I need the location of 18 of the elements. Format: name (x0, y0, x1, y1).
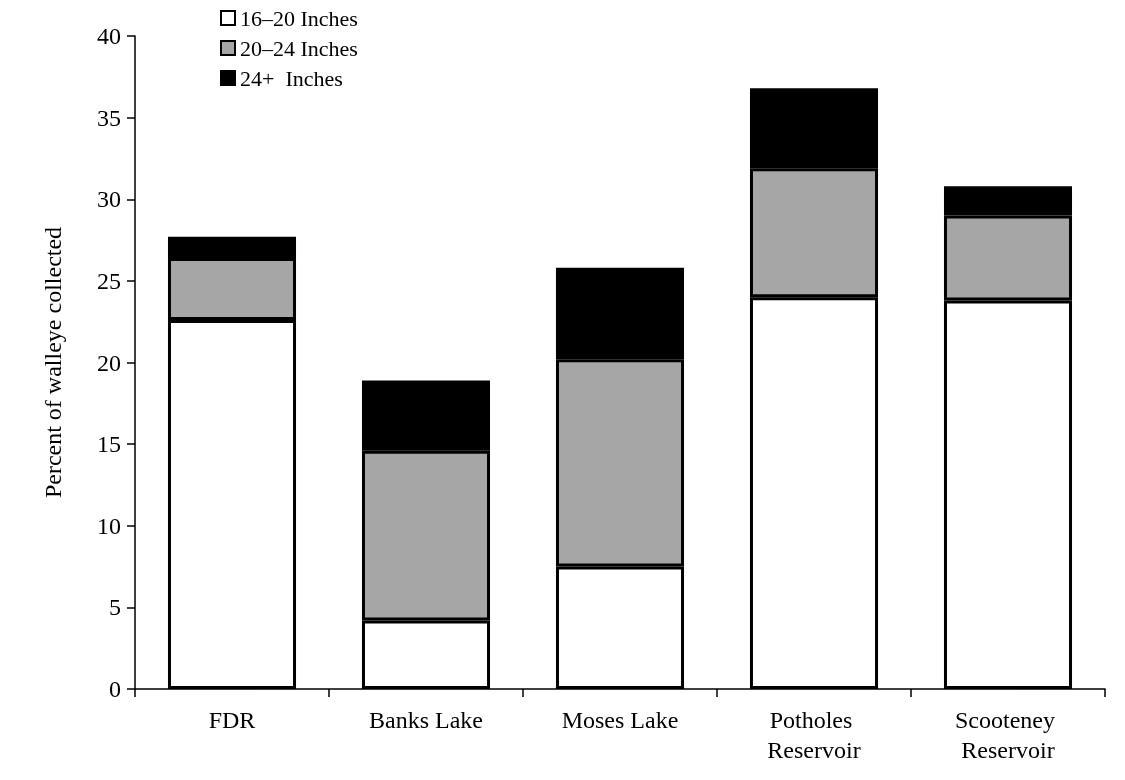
y-axis-title: Percent of walleye collected (40, 226, 66, 499)
y-tick-label: 20 (97, 349, 121, 376)
x-tick-label: Potholes Reservoir (767, 707, 861, 763)
y-tick-label: 5 (109, 594, 121, 621)
y-tick-label: 40 (97, 23, 121, 49)
legend-label: 16–20 Inches (240, 5, 358, 31)
y-tick-label: 10 (97, 512, 121, 539)
y-tick-label: 35 (97, 104, 121, 131)
x-tick-label: FDR (208, 707, 256, 733)
x-tick-label: Banks Lake (369, 707, 483, 733)
y-tick-label: 0 (109, 676, 121, 702)
y-tick-label: 30 (97, 186, 121, 213)
y-tick-label: 25 (97, 267, 121, 294)
x-tick-label: Moses Lake (561, 707, 679, 733)
legend-label: 24+ Inches (240, 65, 343, 91)
y-tick-label: 15 (97, 431, 121, 458)
legend-label: 20–24 Inches (240, 35, 358, 61)
x-tick-label: Scooteney Reservoir (955, 707, 1061, 763)
